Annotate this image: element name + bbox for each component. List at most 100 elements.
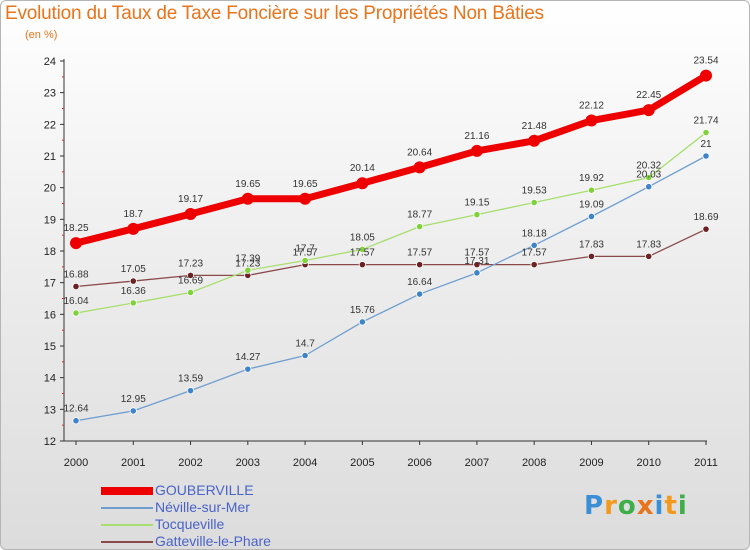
- data-label: 16.64: [407, 277, 432, 288]
- data-point: [186, 387, 195, 395]
- data-label: 17.83: [636, 239, 661, 250]
- data-label: 18.05: [350, 232, 375, 243]
- y-tick-label: 13: [44, 404, 56, 416]
- logo-letter: o: [617, 491, 637, 521]
- proxiti-logo: Proxiti: [584, 491, 688, 521]
- data-label: 17.57: [293, 248, 318, 259]
- data-label: 18.25: [63, 223, 88, 234]
- x-tick-label: 2001: [121, 457, 145, 469]
- series-layer: [70, 69, 712, 425]
- y-tick-label: 15: [44, 341, 56, 353]
- data-label: 17.23: [178, 258, 203, 269]
- data-point: [530, 198, 538, 207]
- data-point: [528, 134, 541, 147]
- data-point: [473, 269, 481, 277]
- data-label: 17.83: [579, 239, 604, 250]
- data-point: [70, 237, 82, 250]
- data-point: [585, 114, 598, 127]
- x-tick-label: 2003: [236, 457, 260, 469]
- legend-label: GOUBERVILLE: [155, 482, 254, 498]
- x-tick-label: 2008: [522, 457, 546, 469]
- data-label: 18.7: [124, 209, 144, 220]
- logo-letter: i: [677, 491, 688, 521]
- data-point: [358, 318, 366, 326]
- data-label: 16.36: [121, 286, 146, 297]
- data-label: 17.57: [407, 248, 432, 259]
- data-label: 19.53: [522, 186, 547, 197]
- data-label: 17.31: [464, 256, 489, 267]
- data-label: 19.65: [293, 179, 318, 190]
- data-point: [416, 261, 424, 269]
- data-label: 23.54: [693, 56, 718, 67]
- data-label: 19.92: [579, 173, 604, 184]
- data-label: 21: [700, 139, 712, 150]
- x-tick-label: 2005: [350, 457, 374, 469]
- data-label: 22.12: [579, 101, 604, 112]
- data-point: [241, 192, 254, 205]
- data-point: [186, 271, 195, 279]
- data-label: 19.17: [178, 194, 203, 205]
- data-label: 17.57: [522, 248, 547, 259]
- x-tick-label: 2000: [64, 457, 88, 469]
- x-tick-label: 2002: [178, 457, 202, 469]
- logo-letter: r: [604, 491, 618, 521]
- data-point: [244, 365, 252, 373]
- data-point: [530, 241, 538, 249]
- data-label: 17.57: [350, 248, 375, 259]
- data-label: 16.88: [63, 269, 88, 280]
- data-point: [700, 69, 712, 82]
- data-labels-layer: 16.88 17.05 17.23 17.23 17.57 17.57 17.57 17.57…: [63, 56, 718, 415]
- data-point: [72, 417, 80, 425]
- y-tick-label: 14: [44, 373, 56, 385]
- data-point: [416, 223, 424, 231]
- series-neville-sur-mer: [72, 152, 710, 425]
- data-label: 14.7: [295, 339, 315, 350]
- data-label: 17.39: [235, 253, 260, 264]
- data-point: [72, 282, 80, 291]
- legend-swatch: [101, 541, 153, 543]
- data-label: 17.7: [295, 244, 315, 255]
- logo-letter: t: [664, 491, 678, 521]
- data-label: 17.05: [121, 264, 146, 275]
- series-gatteville-le-phare: [72, 225, 710, 291]
- data-label: 18.18: [522, 228, 547, 239]
- data-label: 16.69: [178, 275, 203, 286]
- data-label: 12.64: [63, 404, 88, 415]
- series-tocqueville: [72, 128, 710, 317]
- data-label: 21.48: [522, 121, 547, 132]
- data-point: [184, 207, 197, 220]
- x-tick-label: 2010: [636, 457, 660, 469]
- y-tick-label: 12: [44, 436, 56, 448]
- chart-subtitle: (en %): [25, 29, 58, 41]
- data-point: [356, 177, 369, 190]
- legend-swatch: [101, 507, 153, 509]
- data-point: [530, 261, 538, 269]
- data-point: [702, 152, 710, 160]
- x-tick-label: 2011: [694, 457, 718, 469]
- data-label: 20.64: [407, 147, 432, 158]
- data-point: [702, 225, 710, 233]
- series-line: [72, 72, 710, 247]
- data-point: [702, 128, 710, 137]
- data-point: [186, 288, 195, 297]
- data-point: [301, 351, 309, 360]
- data-label: 15.76: [350, 305, 375, 316]
- data-point: [416, 290, 424, 298]
- data-label: 13.59: [178, 374, 203, 385]
- axes: 12 13 14 15 16 17 18 19 20 21 22 23 24 2000 2001 2002 20…: [44, 56, 718, 469]
- y-tick-label: 24: [44, 56, 56, 68]
- data-label: 20.32: [636, 161, 661, 172]
- data-point: [645, 183, 653, 191]
- y-tick-label: 16: [44, 309, 56, 321]
- data-label: 18.77: [407, 210, 432, 221]
- data-label: 21.16: [464, 131, 489, 142]
- legend-swatch: [101, 487, 153, 495]
- legend-swatch: [101, 524, 153, 526]
- data-label: 17.23: [235, 258, 260, 269]
- chart-title: Evolution du Taux de Taxe Foncière sur l…: [5, 3, 544, 24]
- y-tick-label: 23: [44, 88, 56, 100]
- data-label: 22.45: [636, 90, 661, 101]
- series-line: [75, 131, 707, 314]
